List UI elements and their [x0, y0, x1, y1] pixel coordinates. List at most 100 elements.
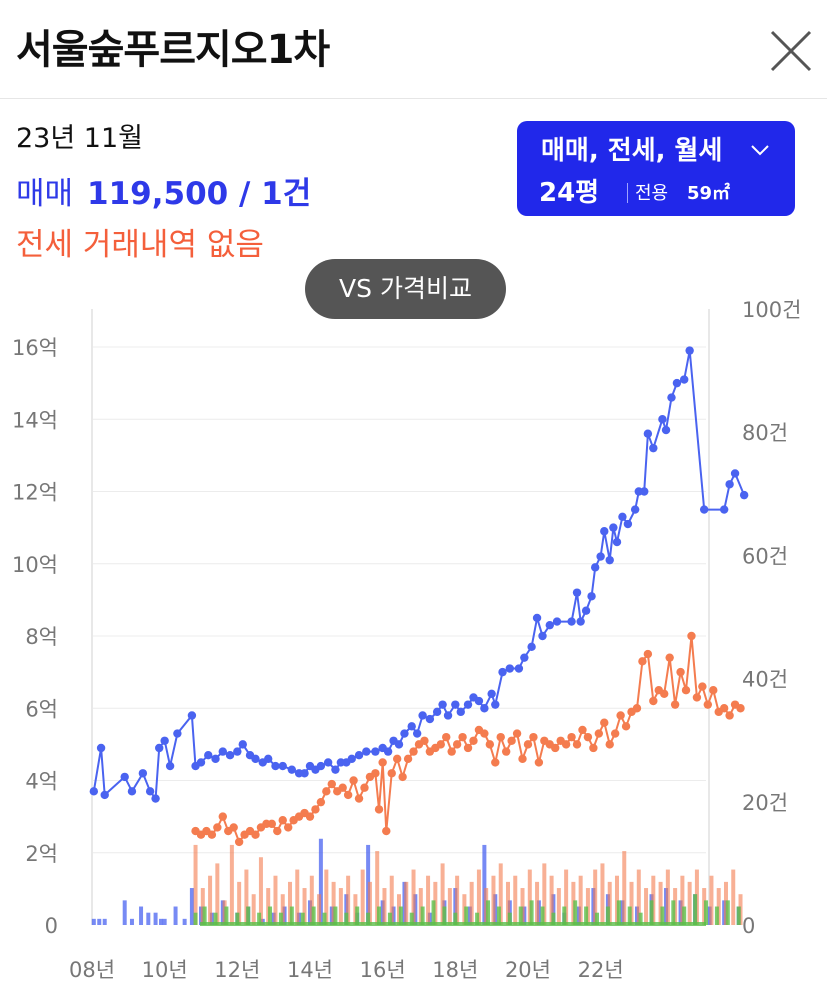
jeonse-price-point — [327, 779, 336, 789]
sale-price-point — [278, 761, 287, 771]
chevron-down-icon — [751, 145, 769, 156]
area-label: 전용 — [635, 183, 669, 204]
monthly-volume-bar — [202, 906, 207, 925]
sale-price-point — [418, 711, 427, 720]
sale-volume-bar — [146, 912, 151, 925]
sale-price-point — [196, 758, 206, 767]
monthly-volume-bar — [605, 906, 610, 925]
jeonse-volume-bar — [251, 894, 256, 925]
jeonse-price-point — [643, 649, 653, 659]
jeonse-price-point — [378, 758, 387, 767]
sale-volume-bar — [162, 918, 167, 925]
jeonse-volume-bar — [622, 851, 627, 925]
jeonse-price-point — [229, 823, 238, 832]
sale-volume-bar — [189, 888, 194, 925]
sale-price-point — [96, 743, 106, 753]
sale-price-point — [643, 429, 653, 438]
sale-price-point — [225, 751, 235, 760]
jeonse-price-point — [371, 769, 380, 778]
sale-price-point — [371, 747, 380, 756]
jeonse-price-point — [409, 747, 418, 756]
vs-compare-button[interactable]: VS 가격비교 — [305, 259, 506, 319]
sale-volume-bar — [91, 918, 96, 925]
trade-type-label: 매매, 전세, 월세 — [541, 136, 723, 166]
sale-price-point — [362, 747, 371, 756]
monthly-volume-bar — [507, 912, 512, 925]
jeonse-volume-bar — [593, 869, 598, 925]
jeonse-volume-bar — [535, 881, 540, 925]
jeonse-price-point — [594, 729, 604, 738]
jeonse-price-point — [267, 819, 277, 829]
monthly-volume-bar — [518, 906, 523, 925]
jeonse-price-point — [392, 754, 402, 764]
jeonse-volume-bar — [709, 875, 714, 925]
jeonse-volume-bar — [273, 875, 278, 925]
sale-price-point — [100, 790, 109, 800]
sale-price-point — [658, 415, 667, 424]
price-chart-svg: 0 2억 4억 6억 8억 10억 12억 14억 16억 0 20건 40건 60건 80건 100건 08… — [12, 298, 801, 982]
sale-price-point — [576, 617, 585, 626]
sale-price-point — [719, 505, 729, 514]
sale-price-point — [739, 490, 749, 500]
sale-price-point — [238, 740, 247, 749]
close-button[interactable] — [768, 28, 814, 74]
jeonse-price-point — [567, 732, 576, 742]
jeonse-price-point — [349, 776, 358, 785]
header: 서울숲푸르지오1차 — [0, 0, 827, 99]
sale-price-point — [438, 700, 447, 709]
jeonse-volume-bar — [302, 888, 307, 925]
sale-price-point — [218, 747, 227, 756]
sale-price-point — [581, 606, 591, 615]
price-chart: 0 2억 4억 6억 8억 10억 12억 14억 16억 0 20건 40건 60건 80건 100건 08… — [0, 295, 827, 992]
sale-price-point — [155, 743, 164, 753]
jeonse-volume-bar — [375, 851, 380, 925]
sale-price-point — [600, 527, 609, 536]
jeonse-volume-bar — [447, 888, 452, 925]
jeonse-price-point — [605, 740, 614, 749]
jeonse-price-point — [343, 790, 353, 800]
jeonse-volume-bar — [331, 881, 336, 925]
sale-price-point — [609, 523, 618, 532]
jeonse-volume-bar — [440, 863, 445, 925]
sale-price-point — [630, 505, 640, 514]
sale-price-point — [520, 653, 529, 662]
trade-filter-button[interactable]: 매매, 전세, 월세 24평 전용 59㎡ — [517, 121, 795, 216]
sale-price-point — [456, 707, 465, 717]
jeonse-price-point — [600, 718, 609, 727]
sale-price-point — [383, 747, 393, 756]
jeonse-price-point — [616, 711, 625, 720]
jeonse-price-point — [360, 783, 369, 792]
jeonse-price-point — [561, 740, 571, 749]
monthly-volume-bar — [278, 912, 283, 925]
jeonse-price-point — [213, 823, 222, 832]
sale-price-point — [120, 772, 129, 782]
y2-tick-label: 40건 — [742, 668, 788, 692]
sale-volume-bar — [97, 918, 102, 925]
sale-price-point — [145, 787, 155, 796]
sale-price-point — [394, 740, 404, 749]
jeonse-price-point — [709, 685, 718, 695]
sale-price-point — [730, 469, 740, 478]
sale-price-point — [590, 563, 600, 572]
jeonse-price-point — [354, 794, 364, 803]
jeonse-price-point — [374, 805, 384, 814]
monthly-volume-bar — [453, 912, 458, 925]
jeonse-price-point — [507, 736, 516, 745]
monthly-volume-bar — [529, 900, 534, 925]
monthly-volume-bar — [289, 906, 294, 925]
sale-price-point — [451, 700, 460, 709]
sale-price-point — [211, 754, 220, 764]
sale-price-point — [680, 375, 689, 384]
monthly-volume-bar — [409, 912, 414, 925]
jeonse-price-point — [632, 704, 642, 713]
monthly-volume-bar — [682, 906, 687, 925]
sale-volume-bar — [159, 918, 164, 925]
monthly-volume-bar — [193, 912, 198, 925]
sale-volume-bar — [139, 906, 144, 925]
x-tick-label: 20년 — [505, 958, 551, 982]
monthly-volume-bar — [257, 912, 262, 925]
jeonse-price-point — [316, 797, 326, 807]
jeonse-volume-bar — [600, 863, 605, 925]
selected-date: 23년 11월 — [16, 123, 143, 154]
jeonse-volume-bar — [455, 875, 460, 925]
